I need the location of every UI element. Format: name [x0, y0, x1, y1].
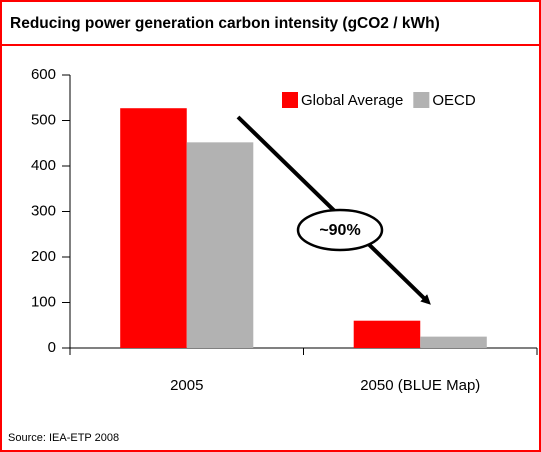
x-tick-label: 2050 (BLUE Map) — [360, 377, 480, 394]
y-tick-label: 0 — [48, 339, 56, 356]
y-tick-label: 500 — [31, 111, 56, 128]
legend-label: Global Average — [301, 92, 403, 109]
source: Source: IEA-ETP 2008 — [8, 432, 119, 444]
bar — [353, 320, 421, 348]
bar — [120, 108, 187, 348]
y-tick-label: 200 — [31, 248, 56, 265]
chart-title: Reducing power generation carbon intensi… — [10, 15, 440, 32]
bar — [186, 142, 254, 348]
plot: 0 100 200 300 400 500 600 2005 2050 (BLUE Map) Gl… — [31, 66, 538, 394]
y-tick-label: 400 — [31, 157, 56, 174]
legend-label: OECD — [432, 92, 476, 109]
y-tick-label: 300 — [31, 202, 56, 219]
callout — [296, 208, 384, 252]
annotation: ~90% — [319, 222, 360, 239]
legend-swatch — [413, 92, 430, 108]
y-tick-label: 100 — [31, 293, 56, 310]
x-tick-label: 2005 — [170, 377, 203, 394]
bar — [420, 336, 487, 348]
legend-swatch — [282, 92, 298, 108]
y-tick-label: 600 — [31, 66, 56, 83]
